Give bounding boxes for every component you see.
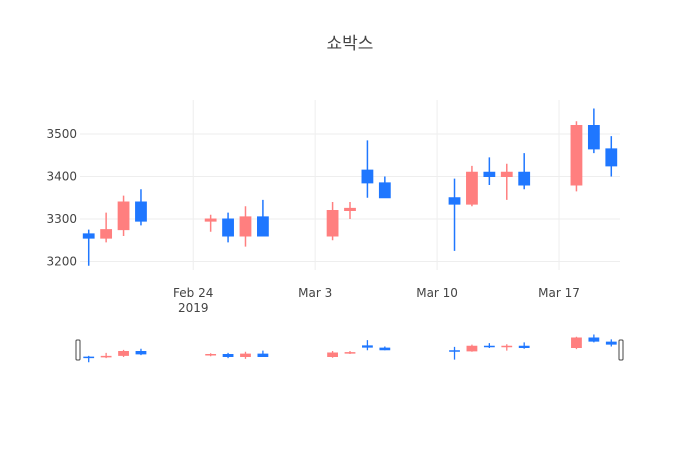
range-slider[interactable] [75,334,624,363]
candle-increasing[interactable] [100,212,113,243]
slider-candle-body [571,337,582,348]
candle-increasing[interactable] [239,206,252,247]
slider-candle-body [100,355,112,358]
candle-body [500,171,513,177]
x-tick-year-label: 2019 [178,301,209,315]
candles[interactable] [82,108,618,266]
candle-decreasing[interactable] [82,229,95,266]
candle-body [483,171,496,177]
slider-candle-body [588,337,600,342]
candle-body [570,125,583,186]
slider-candle-body [240,353,251,357]
candle-increasing[interactable] [466,165,478,207]
candle-body [518,171,531,186]
range-slider-left-handle[interactable] [75,339,81,361]
slider-candle-body [118,351,129,356]
candle-body [135,201,147,222]
candle-body [117,201,130,231]
candle-increasing[interactable] [117,195,130,236]
candle-body [204,218,217,222]
candle-decreasing[interactable] [257,199,269,237]
candle-body [361,169,374,184]
slider-candle-body [257,353,269,357]
slider-candle-body [379,347,391,351]
candle-body [82,233,95,239]
candle-body [448,197,461,205]
candle-body [222,218,234,237]
candle-body [344,207,356,211]
candle-body [605,148,618,167]
candle-decreasing[interactable] [361,140,374,198]
gridlines [80,100,620,270]
y-tick-label: 3500 [46,127,77,141]
candle-body [466,171,478,205]
slider-candle-body [501,345,513,348]
x-tick-label: Mar 3 [298,286,332,300]
candle-increasing[interactable] [500,163,513,200]
slider-candle-body [344,352,356,354]
candle-increasing[interactable] [570,121,583,192]
candle-increasing[interactable] [344,202,356,219]
y-tick-label: 3400 [46,170,77,184]
candle-body [257,216,269,237]
candle-decreasing[interactable] [135,189,147,226]
slider-candle-body [518,345,530,348]
candle-body [239,216,252,237]
candle-decreasing[interactable] [518,153,531,190]
x-tick-label: Mar 17 [538,286,580,300]
candle-decreasing[interactable] [587,108,600,154]
chart-title: 쇼박스 [327,34,374,54]
slider-candle-body [83,356,95,359]
y-tick-label: 3300 [46,212,77,226]
candle-decreasing[interactable] [222,212,234,243]
candle-body [326,210,339,237]
slider-candle-body [135,351,147,355]
candle-body [378,182,391,199]
candle-decreasing[interactable] [378,176,391,199]
candle-increasing[interactable] [326,202,339,241]
candle-increasing[interactable] [204,214,217,232]
y-tick-label: 3200 [46,255,77,269]
slider-candle-body [605,341,617,345]
x-tick-label: Feb 24 [173,286,213,300]
slider-candle-body [466,345,478,352]
range-slider-right-handle[interactable] [618,339,624,361]
candle-body [100,229,113,239]
candle-body [587,125,600,150]
candle-decreasing[interactable] [483,157,496,185]
slider-candle-body [362,345,373,348]
slider-candle-body [483,345,495,348]
slider-candle-body [449,350,460,352]
slider-candle-body [205,354,217,356]
slider-candle-body [222,354,234,357]
candle-decreasing[interactable] [448,178,461,251]
candle-decreasing[interactable] [605,136,618,177]
slider-candle-body [327,352,338,357]
x-tick-label: Mar 10 [416,286,458,300]
